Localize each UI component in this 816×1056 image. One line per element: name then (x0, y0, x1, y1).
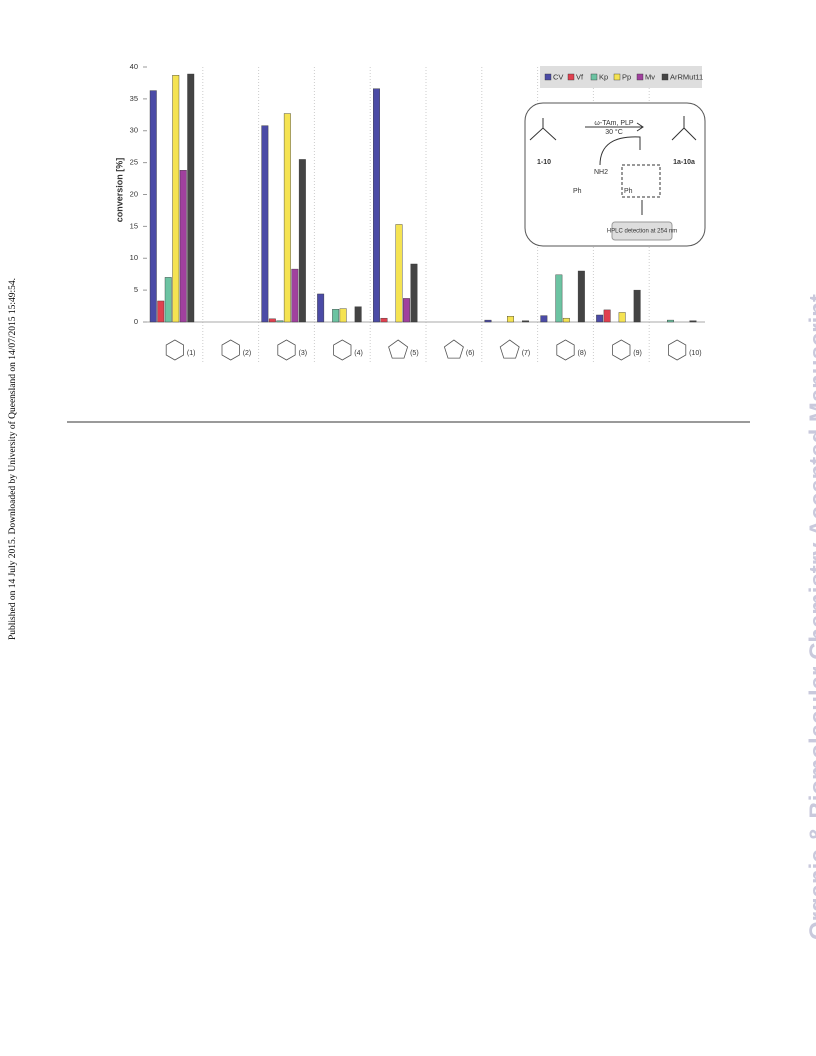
bar (410, 263, 418, 323)
molecule (556, 339, 575, 361)
y-tick-label: 25 (130, 158, 138, 167)
x-tick-label: (4) (354, 350, 363, 357)
legend-label: Mv (645, 72, 655, 81)
legend-label: Vf (576, 72, 584, 81)
y-tick-label: 10 (130, 253, 138, 262)
x-tick-label: (7) (522, 350, 531, 357)
bar (164, 277, 172, 323)
temperature: 30 °C (605, 128, 623, 136)
y-tick-label: 15 (130, 221, 138, 230)
molecule (499, 339, 520, 359)
legend-label: Pp (622, 72, 631, 81)
bar (522, 320, 529, 323)
substrates: 1-10 (537, 159, 551, 166)
legend-swatch (544, 73, 552, 81)
bar (507, 316, 514, 323)
bar (149, 90, 157, 323)
bar (283, 113, 291, 323)
products: 1a-10a (673, 159, 695, 166)
bar (555, 274, 563, 323)
y-tick-label: 0 (134, 317, 138, 326)
phenyl: Ph (573, 188, 582, 195)
bar (276, 320, 284, 323)
amine: NH2 (594, 169, 608, 176)
legend-swatch (567, 73, 575, 81)
bar (484, 319, 492, 323)
molecule (612, 339, 631, 361)
legend-label: CV (553, 72, 563, 81)
curved-arrow (599, 136, 641, 166)
x-tick-label: (1) (187, 350, 196, 357)
bar (179, 170, 187, 323)
bar (172, 75, 180, 323)
y-tick-label: 5 (134, 285, 138, 294)
bar (261, 125, 269, 323)
x-tick-label: (9) (633, 350, 642, 357)
reagent: ω-TAm, PLP (594, 120, 634, 127)
legend-swatch (636, 73, 644, 81)
bar (298, 159, 306, 323)
y-tick-label: 30 (130, 126, 138, 135)
legend-label: Kp (599, 72, 608, 81)
chart: conversion [%] 0 5 10 15 20 25 30 35 40 (1) (2) (3)… (114, 62, 706, 362)
y-tick-label: 35 (130, 94, 138, 103)
legend-swatch (590, 73, 598, 81)
x-tick-label: (3) (299, 350, 308, 357)
x-tick-label: (6) (466, 350, 475, 357)
bar (577, 270, 585, 323)
scheme-frame (524, 102, 706, 247)
bar (317, 293, 325, 323)
molecule (388, 339, 409, 359)
bar (689, 320, 697, 323)
x-tick-label: (5) (410, 350, 419, 357)
bar (291, 268, 299, 323)
bar (596, 314, 604, 323)
bar (373, 88, 380, 323)
legend-box (540, 66, 702, 88)
arrow (585, 122, 644, 132)
detection: HPLC detection at 254 nm (607, 229, 677, 235)
legend-swatch (661, 73, 669, 81)
molecule (277, 339, 296, 361)
bar (403, 298, 410, 323)
x-tick-label: (10) (689, 350, 701, 357)
ketone (529, 118, 557, 141)
bar (354, 306, 362, 323)
x-tick-label: (8) (578, 350, 587, 357)
bar (380, 317, 388, 323)
legend-label: ArRMut11 (670, 72, 703, 81)
y-tick-label: 20 (130, 189, 138, 198)
y-axis-label: conversion [%] (114, 158, 124, 223)
molecule (165, 339, 185, 361)
bar (633, 289, 641, 323)
bar (332, 309, 340, 323)
molecule (668, 339, 687, 361)
amine-product (671, 116, 697, 141)
bar (603, 309, 611, 323)
bar (339, 308, 347, 323)
bar (667, 319, 674, 323)
hplc-box (611, 221, 673, 241)
molecule (221, 339, 240, 361)
molecule (443, 339, 464, 359)
bar (540, 315, 548, 323)
y-tick-label: 40 (130, 62, 138, 71)
byproduct: Ph (624, 188, 633, 195)
x-tick-label: (2) (243, 350, 252, 357)
bar (562, 317, 570, 323)
scheme: ω-TAm, PLP 30 °C 1-10 1a-10a NH2 Ph Ph H… (524, 102, 706, 247)
legend-swatch (613, 73, 621, 81)
bar (618, 312, 626, 323)
molecule (333, 339, 352, 361)
bar (157, 300, 165, 323)
bar (395, 224, 403, 323)
divider (67, 421, 750, 423)
bar (268, 318, 276, 323)
bar (187, 73, 195, 323)
